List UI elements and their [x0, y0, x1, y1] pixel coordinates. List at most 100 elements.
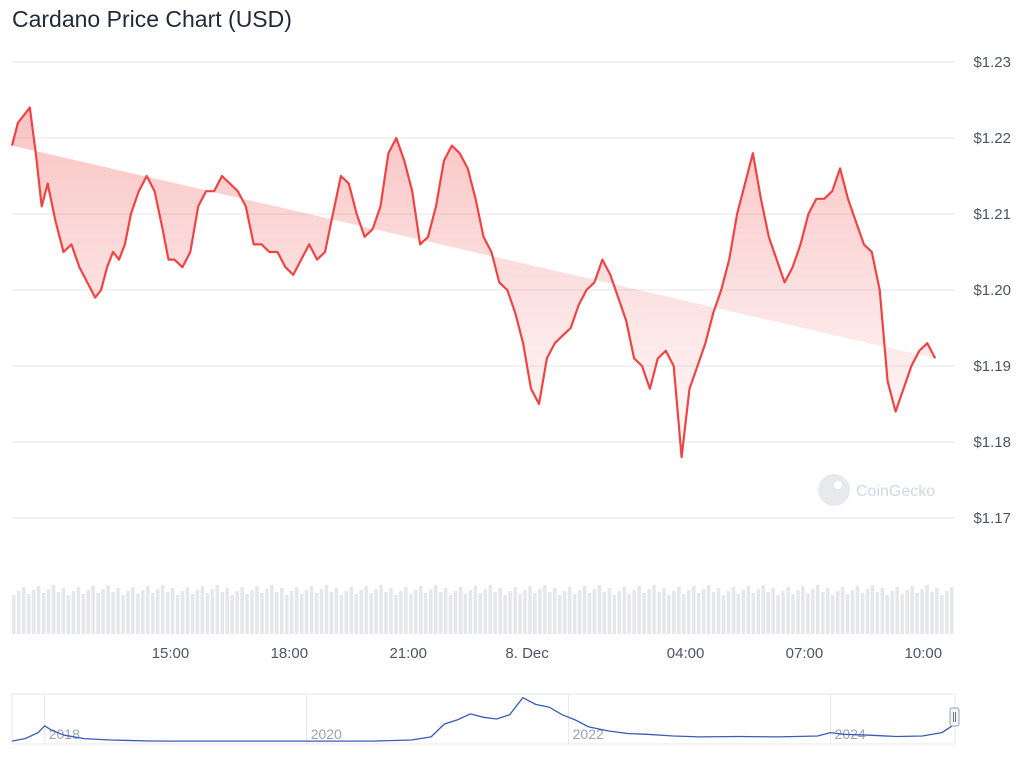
volume-bar — [324, 585, 329, 634]
volume-bar — [826, 588, 830, 634]
volume-bar — [275, 592, 279, 634]
volume-bar — [761, 585, 765, 634]
volume-bar — [855, 586, 860, 634]
volume-bar — [548, 592, 552, 634]
volume-bar — [369, 593, 373, 634]
volume-bar — [816, 585, 820, 634]
volume-bar — [662, 588, 666, 634]
volume-bar — [414, 590, 418, 634]
volume-bar — [21, 587, 26, 634]
volume-bar — [314, 593, 319, 634]
volume-bar — [523, 590, 527, 634]
volume-bar — [870, 585, 875, 634]
volume-bar — [359, 590, 363, 634]
volume-bar — [637, 586, 641, 634]
volume-bar — [726, 591, 731, 634]
x-tick-label: 10:00 — [905, 645, 943, 662]
volume-bar — [493, 592, 497, 634]
volume-bar — [806, 593, 810, 634]
volume-bar — [488, 585, 493, 634]
volume-bar — [131, 587, 135, 634]
volume-bar — [622, 587, 627, 634]
volume-bar — [473, 586, 478, 634]
volume-bar — [66, 595, 71, 634]
x-tick-label: 07:00 — [786, 645, 824, 662]
volume-bar — [116, 588, 120, 634]
volume-bars — [12, 585, 954, 634]
volume-bar — [950, 587, 954, 634]
volume-bar — [925, 585, 929, 634]
volume-bar — [389, 588, 393, 634]
navigator-tick-label: 2022 — [573, 726, 604, 742]
volume-bar — [399, 591, 403, 634]
x-tick-label: 15:00 — [152, 645, 190, 662]
volume-bar — [384, 592, 388, 634]
volume-bar — [617, 591, 622, 634]
volume-bar — [880, 588, 885, 634]
volume-bar — [920, 589, 924, 634]
x-tick-label: 8. Dec — [505, 645, 549, 662]
volume-bar — [557, 595, 562, 634]
y-tick-label: $1.23 — [973, 54, 1011, 71]
volume-bar — [265, 589, 269, 634]
price-line[interactable] — [10, 106, 937, 459]
volume-bar — [687, 590, 691, 634]
volume-bar — [364, 586, 368, 634]
volume-bar — [26, 594, 31, 634]
volume-bar — [180, 591, 185, 634]
volume-bar — [627, 594, 631, 634]
navigator-tick-label: 2018 — [49, 726, 80, 742]
volume-bar — [190, 594, 195, 634]
volume-bar — [394, 595, 398, 634]
navigator-handle[interactable] — [949, 707, 960, 727]
volume-bar — [850, 590, 855, 634]
price-area — [12, 107, 936, 458]
coingecko-logo-eye-icon — [834, 481, 842, 489]
volume-bar — [31, 590, 36, 634]
y-tick-label: $1.19 — [973, 358, 1011, 375]
volume-bar — [776, 595, 780, 634]
volume-bar — [791, 594, 795, 634]
volume-bar — [419, 586, 423, 634]
volume-bar — [458, 587, 463, 634]
volume-bar — [280, 588, 284, 634]
volume-bar — [151, 593, 155, 634]
volume-bar — [508, 591, 512, 634]
volume-bar — [294, 587, 299, 634]
volume-bar — [885, 595, 890, 634]
volume-bar — [751, 593, 756, 634]
volume-bar — [553, 588, 557, 634]
navigator-line — [11, 696, 956, 742]
volume-bar — [945, 591, 949, 634]
volume-bar — [543, 585, 547, 634]
volume-bar — [538, 589, 542, 634]
price-grid — [12, 61, 955, 519]
volume-bar — [781, 591, 785, 634]
volume-bar — [200, 586, 205, 634]
volume-bar — [195, 590, 200, 634]
volume-bar — [155, 589, 160, 634]
volume-bar — [736, 594, 741, 634]
volume-bar — [875, 592, 880, 634]
volume-bar — [607, 588, 612, 634]
volume-bar — [701, 589, 706, 634]
coingecko-watermark: CoinGecko — [818, 474, 935, 506]
volume-bar — [86, 590, 90, 634]
volume-bar — [483, 589, 488, 634]
volume-bar — [374, 589, 378, 634]
volume-bar — [170, 588, 175, 634]
volume-bar — [612, 595, 617, 634]
volume-bar — [562, 591, 567, 634]
watermark-text: CoinGecko — [856, 483, 935, 500]
volume-bar — [513, 587, 517, 634]
navigator[interactable]: 2018 2020 2022 2024 — [11, 693, 960, 745]
volume-bar — [741, 590, 746, 634]
volume-bar — [930, 592, 934, 634]
volume-bar — [533, 593, 537, 634]
volume-bar — [423, 593, 428, 634]
volume-bar — [126, 591, 130, 634]
volume-bar — [940, 595, 944, 634]
volume-bar — [731, 587, 736, 634]
volume-bar — [428, 589, 433, 634]
